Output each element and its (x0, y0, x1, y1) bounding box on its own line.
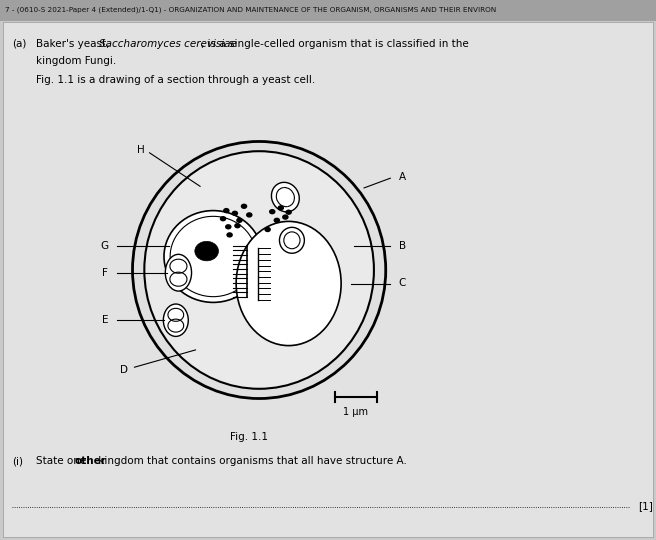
Ellipse shape (163, 304, 188, 336)
Ellipse shape (165, 254, 192, 291)
Circle shape (195, 241, 218, 261)
Ellipse shape (236, 221, 341, 346)
Ellipse shape (279, 227, 304, 253)
Circle shape (220, 216, 226, 221)
Circle shape (225, 224, 232, 230)
Circle shape (277, 205, 284, 211)
Circle shape (264, 227, 271, 232)
Text: 1 μm: 1 μm (343, 407, 369, 417)
Ellipse shape (272, 183, 299, 212)
Text: F: F (102, 268, 108, 278)
Ellipse shape (133, 141, 386, 399)
Circle shape (234, 223, 241, 228)
Text: (i): (i) (12, 456, 23, 467)
Circle shape (269, 209, 276, 214)
Text: Saccharomyces cerevisiae: Saccharomyces cerevisiae (99, 39, 237, 49)
Circle shape (226, 232, 233, 238)
Ellipse shape (144, 151, 374, 389)
Circle shape (241, 204, 247, 209)
Circle shape (223, 208, 230, 213)
Text: [1]: [1] (638, 502, 653, 511)
Ellipse shape (170, 217, 256, 296)
Text: , is a single-celled organism that is classified in the: , is a single-celled organism that is cl… (201, 39, 468, 49)
Bar (0, 0, 656, 21)
Text: Fig. 1.1: Fig. 1.1 (230, 432, 268, 442)
Ellipse shape (164, 211, 262, 302)
Circle shape (274, 218, 280, 223)
Text: H: H (137, 145, 145, 154)
Text: G: G (100, 241, 108, 251)
Text: B: B (399, 241, 406, 251)
Text: D: D (120, 365, 128, 375)
Text: E: E (102, 315, 108, 325)
Text: Baker's yeast,: Baker's yeast, (36, 39, 113, 49)
Text: other: other (74, 456, 106, 467)
Text: C: C (399, 279, 406, 288)
Text: (a): (a) (12, 39, 26, 49)
Circle shape (232, 211, 238, 216)
Circle shape (236, 218, 243, 223)
Text: 7 - (0610-S 2021-Paper 4 (Extended)/1-Q1) - ORGANIZATION AND MAINTENANCE OF THE : 7 - (0610-S 2021-Paper 4 (Extended)/1-Q1… (5, 6, 497, 13)
Text: kingdom Fungi.: kingdom Fungi. (36, 56, 116, 66)
Circle shape (285, 210, 292, 215)
Text: State one: State one (36, 456, 90, 467)
Text: A: A (399, 172, 406, 182)
Text: Fig. 1.1 is a drawing of a section through a yeast cell.: Fig. 1.1 is a drawing of a section throu… (36, 75, 316, 85)
Text: kingdom that contains organisms that all have structure A.: kingdom that contains organisms that all… (95, 456, 407, 467)
Circle shape (246, 212, 253, 218)
Circle shape (282, 214, 289, 220)
